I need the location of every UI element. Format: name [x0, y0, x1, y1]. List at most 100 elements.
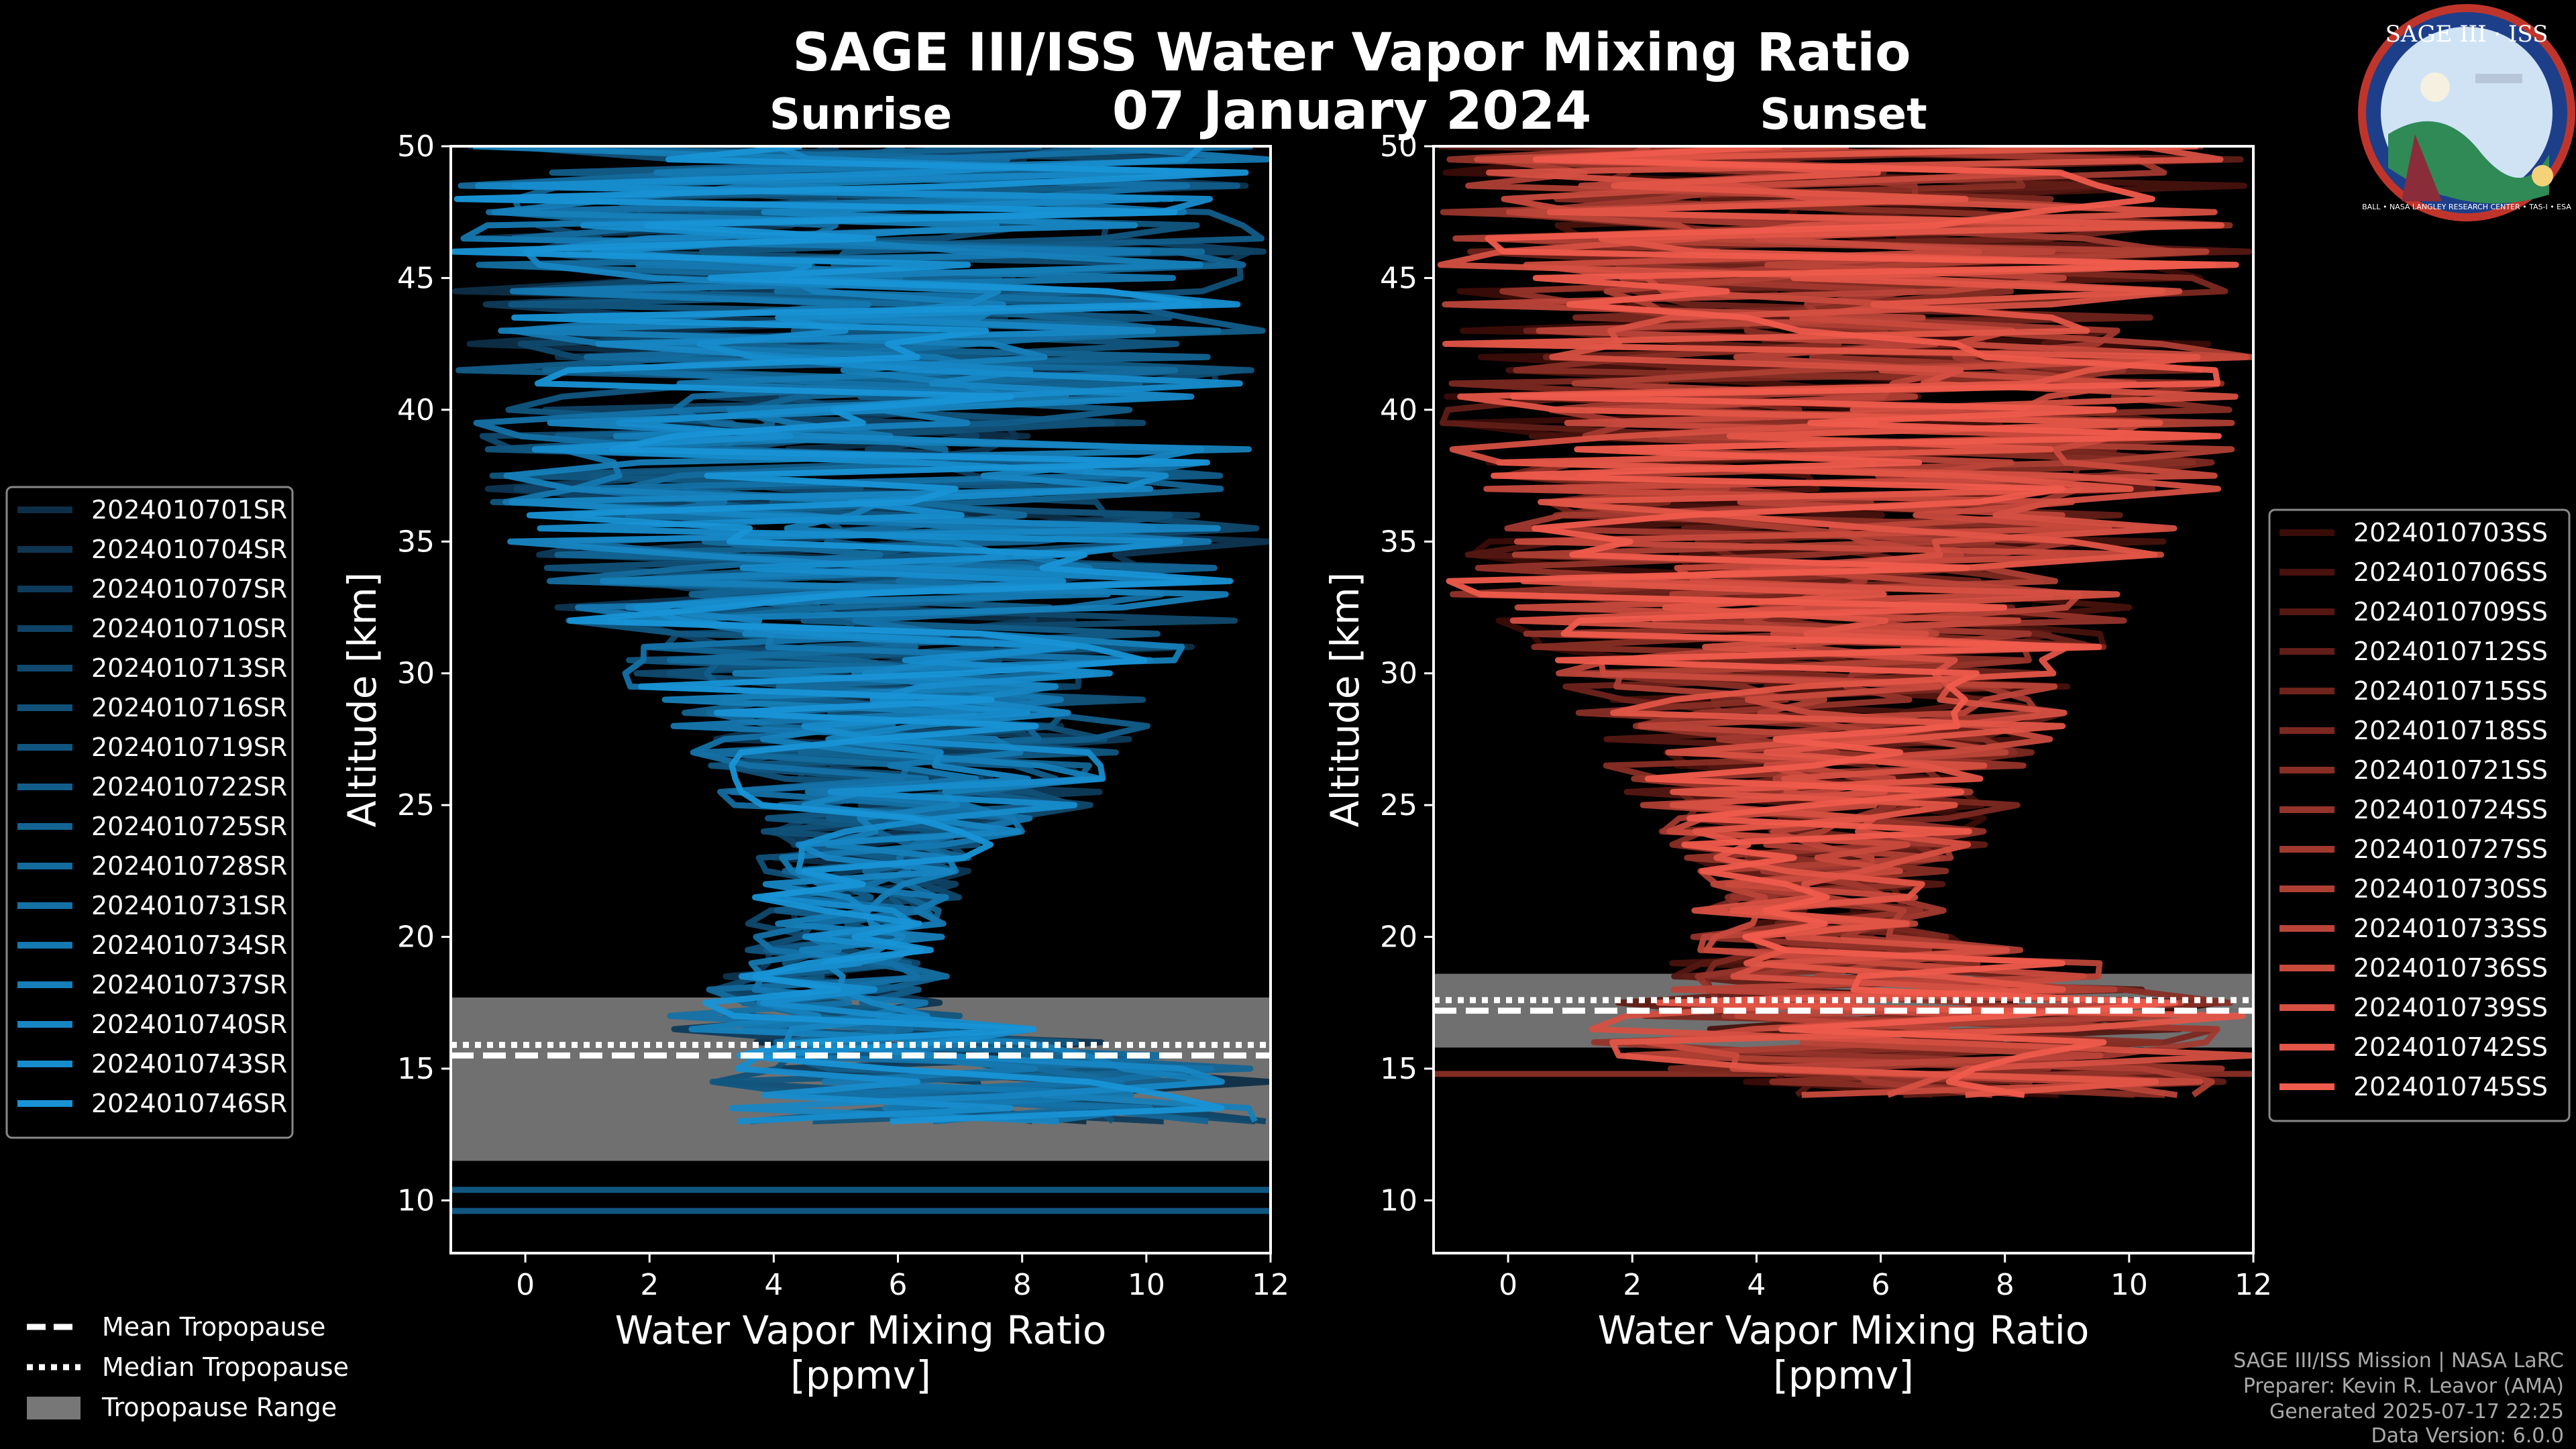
y-tick-label: 40 — [397, 393, 435, 427]
left-panel-subtitle: Sunrise — [769, 90, 952, 140]
x-tick-label: 6 — [889, 1268, 908, 1302]
profile-line-2024010739SS — [1437, 146, 2253, 1098]
profile-line-2024010745SS — [1446, 146, 2239, 1098]
legend-entry-2024010709SS: 2024010709SS — [2353, 597, 2548, 627]
station-icon — [2475, 74, 2522, 83]
sunrise-panel: 0 2 4 6 8 10 12 10 15 20 25 30 35 40 45 50 Water Vapor … — [339, 129, 1289, 1398]
y-tick-label: 30 — [397, 657, 435, 691]
sunrise-x-units: [ppmv] — [790, 1352, 931, 1398]
y-tick-label: 10 — [1380, 1183, 1417, 1218]
sunset-legend: 2024010703SS 2024010706SS 2024010709SS 2024… — [2268, 508, 2571, 1122]
logo-title: SAGE III · ISS — [2385, 21, 2548, 48]
sunset-x-units: [ppmv] — [1773, 1352, 1914, 1398]
figure-icon — [2402, 134, 2442, 201]
legend-entry-2024010710SR: 2024010710SR — [91, 614, 287, 643]
legend-entry-2024010740SR: 2024010740SR — [91, 1010, 287, 1039]
legend-frame — [2268, 508, 2571, 1122]
x-tick-label: 12 — [1252, 1268, 1289, 1302]
footer: SAGE III/ISS Mission | NASA LaRC Prepare… — [2233, 1349, 2564, 1448]
legend-entry-2024010722SR: 2024010722SR — [91, 772, 287, 802]
y-tick-label: 15 — [397, 1052, 435, 1086]
x-tick-label: 6 — [1872, 1268, 1890, 1302]
legend-entry-2024010718SS: 2024010718SS — [2353, 716, 2548, 745]
legend-entry-2024010737SR: 2024010737SR — [91, 970, 287, 1000]
x-tick-label: 2 — [1623, 1268, 1642, 1302]
x-tick-label: 8 — [1013, 1268, 1032, 1302]
mean-tropopause-label: Mean Tropopause — [102, 1312, 325, 1342]
sunset-y-label: Altitude [km] — [1322, 572, 1368, 827]
sunset-panel: 0 2 4 6 8 10 12 10 15 20 25 30 35 40 45 50 Water Vapor … — [1322, 129, 2272, 1398]
x-tick-label: 0 — [1499, 1268, 1517, 1302]
legend-entry-2024010727SS: 2024010727SS — [2353, 835, 2548, 864]
y-tick-label: 20 — [1380, 920, 1417, 955]
sunset-plot-area — [1434, 146, 2253, 1098]
y-tick-label: 35 — [397, 525, 435, 559]
sunrise-ticks: 0 2 4 6 8 10 12 10 15 20 25 30 35 40 45 50 — [397, 129, 1289, 1302]
x-tick-label: 0 — [516, 1268, 535, 1302]
legend-entry-2024010743SR: 2024010743SR — [91, 1049, 287, 1079]
y-tick-label: 40 — [1380, 393, 1417, 427]
x-tick-label: 10 — [2110, 1268, 2148, 1302]
x-tick-label: 4 — [764, 1268, 783, 1302]
legend-entry-2024010728SR: 2024010728SR — [91, 851, 287, 881]
tropopause-range-label: Tropopause Range — [101, 1393, 337, 1422]
footer-generated: Generated 2025-07-17 22:25 — [2269, 1400, 2564, 1424]
logo-ring-text: BALL • NASA LANGLEY RESEARCH CENTER • TA… — [2362, 203, 2571, 211]
legend-entry-2024010704SR: 2024010704SR — [91, 535, 287, 564]
legend-entry-2024010721SS: 2024010721SS — [2353, 755, 2548, 785]
y-tick-label: 25 — [397, 788, 435, 822]
legend-entry-2024010707SR: 2024010707SR — [91, 574, 287, 604]
y-tick-label: 25 — [1380, 788, 1417, 822]
y-tick-label: 50 — [1380, 129, 1417, 164]
sunrise-plot-frame — [449, 145, 1272, 1254]
mission-logo: SAGE III · ISS BALL • NASA LANGLEY RESEA… — [2358, 4, 2575, 221]
sunrise-y-label: Altitude [km] — [339, 572, 385, 827]
legend-entry-2024010724SS: 2024010724SS — [2353, 795, 2548, 824]
footer-preparer: Preparer: Kevin R. Leavor (AMA) — [2243, 1375, 2564, 1398]
footer-version: Data Version: 6.0.0 — [2371, 1424, 2564, 1448]
legend-entry-2024010716SR: 2024010716SR — [91, 693, 287, 722]
moon-icon — [2420, 72, 2450, 102]
y-tick-label: 20 — [397, 920, 435, 955]
legend-entry-2024010725SR: 2024010725SR — [91, 812, 287, 841]
legend-entry-2024010719SR: 2024010719SR — [91, 733, 287, 762]
y-tick-label: 45 — [1380, 261, 1417, 295]
legend-entry-2024010742SS: 2024010742SS — [2353, 1032, 2548, 1062]
y-tick-label: 35 — [1380, 525, 1417, 559]
sunrise-x-label: Water Vapor Mixing Ratio — [615, 1307, 1107, 1353]
x-tick-label: 12 — [2235, 1268, 2272, 1302]
tropopause-range-swatch — [27, 1397, 80, 1419]
legend-entry-2024010731SR: 2024010731SR — [91, 891, 287, 920]
legend-entry-2024010712SS: 2024010712SS — [2353, 637, 2548, 666]
sunset-plot-frame — [1432, 145, 2255, 1254]
tropopause-legend: Mean Tropopause Median Tropopause Tropop… — [27, 1312, 349, 1422]
median-tropopause-label: Median Tropopause — [102, 1352, 349, 1382]
legend-entry-2024010736SS: 2024010736SS — [2353, 953, 2548, 983]
y-tick-label: 10 — [397, 1183, 435, 1218]
x-tick-label: 8 — [1996, 1268, 2015, 1302]
footer-mission: SAGE III/ISS Mission | NASA LaRC — [2233, 1349, 2564, 1373]
sunset-x-label: Water Vapor Mixing Ratio — [1598, 1307, 2090, 1353]
legend-entry-2024010703SS: 2024010703SS — [2353, 518, 2548, 547]
x-tick-label: 4 — [1747, 1268, 1766, 1302]
sunrise-plot-area — [451, 146, 1271, 1214]
legend-entry-2024010713SR: 2024010713SR — [91, 653, 287, 683]
profile-line-2024010730SS — [1452, 146, 2253, 1097]
y-tick-label: 50 — [397, 129, 435, 164]
legend-entry-2024010733SS: 2024010733SS — [2353, 914, 2548, 943]
y-tick-label: 15 — [1380, 1052, 1417, 1086]
sun-icon — [2532, 165, 2553, 186]
legend-entry-2024010746SR: 2024010746SR — [91, 1089, 287, 1118]
profile-line-2024010746SR — [451, 146, 1249, 1125]
legend-entry-2024010734SR: 2024010734SR — [91, 930, 287, 960]
legend-frame — [5, 486, 294, 1139]
sunrise-legend: 2024010701SR 2024010704SR 2024010707SR 2024… — [5, 486, 294, 1139]
chart-date: 07 January 2024 — [1112, 81, 1592, 142]
x-tick-label: 2 — [640, 1268, 659, 1302]
legend-entry-2024010715SS: 2024010715SS — [2353, 676, 2548, 706]
legend-entry-2024010739SS: 2024010739SS — [2353, 993, 2548, 1022]
y-tick-label: 30 — [1380, 657, 1417, 691]
legend-entry-2024010730SS: 2024010730SS — [2353, 874, 2548, 904]
legend-entry-2024010745SS: 2024010745SS — [2353, 1072, 2548, 1102]
